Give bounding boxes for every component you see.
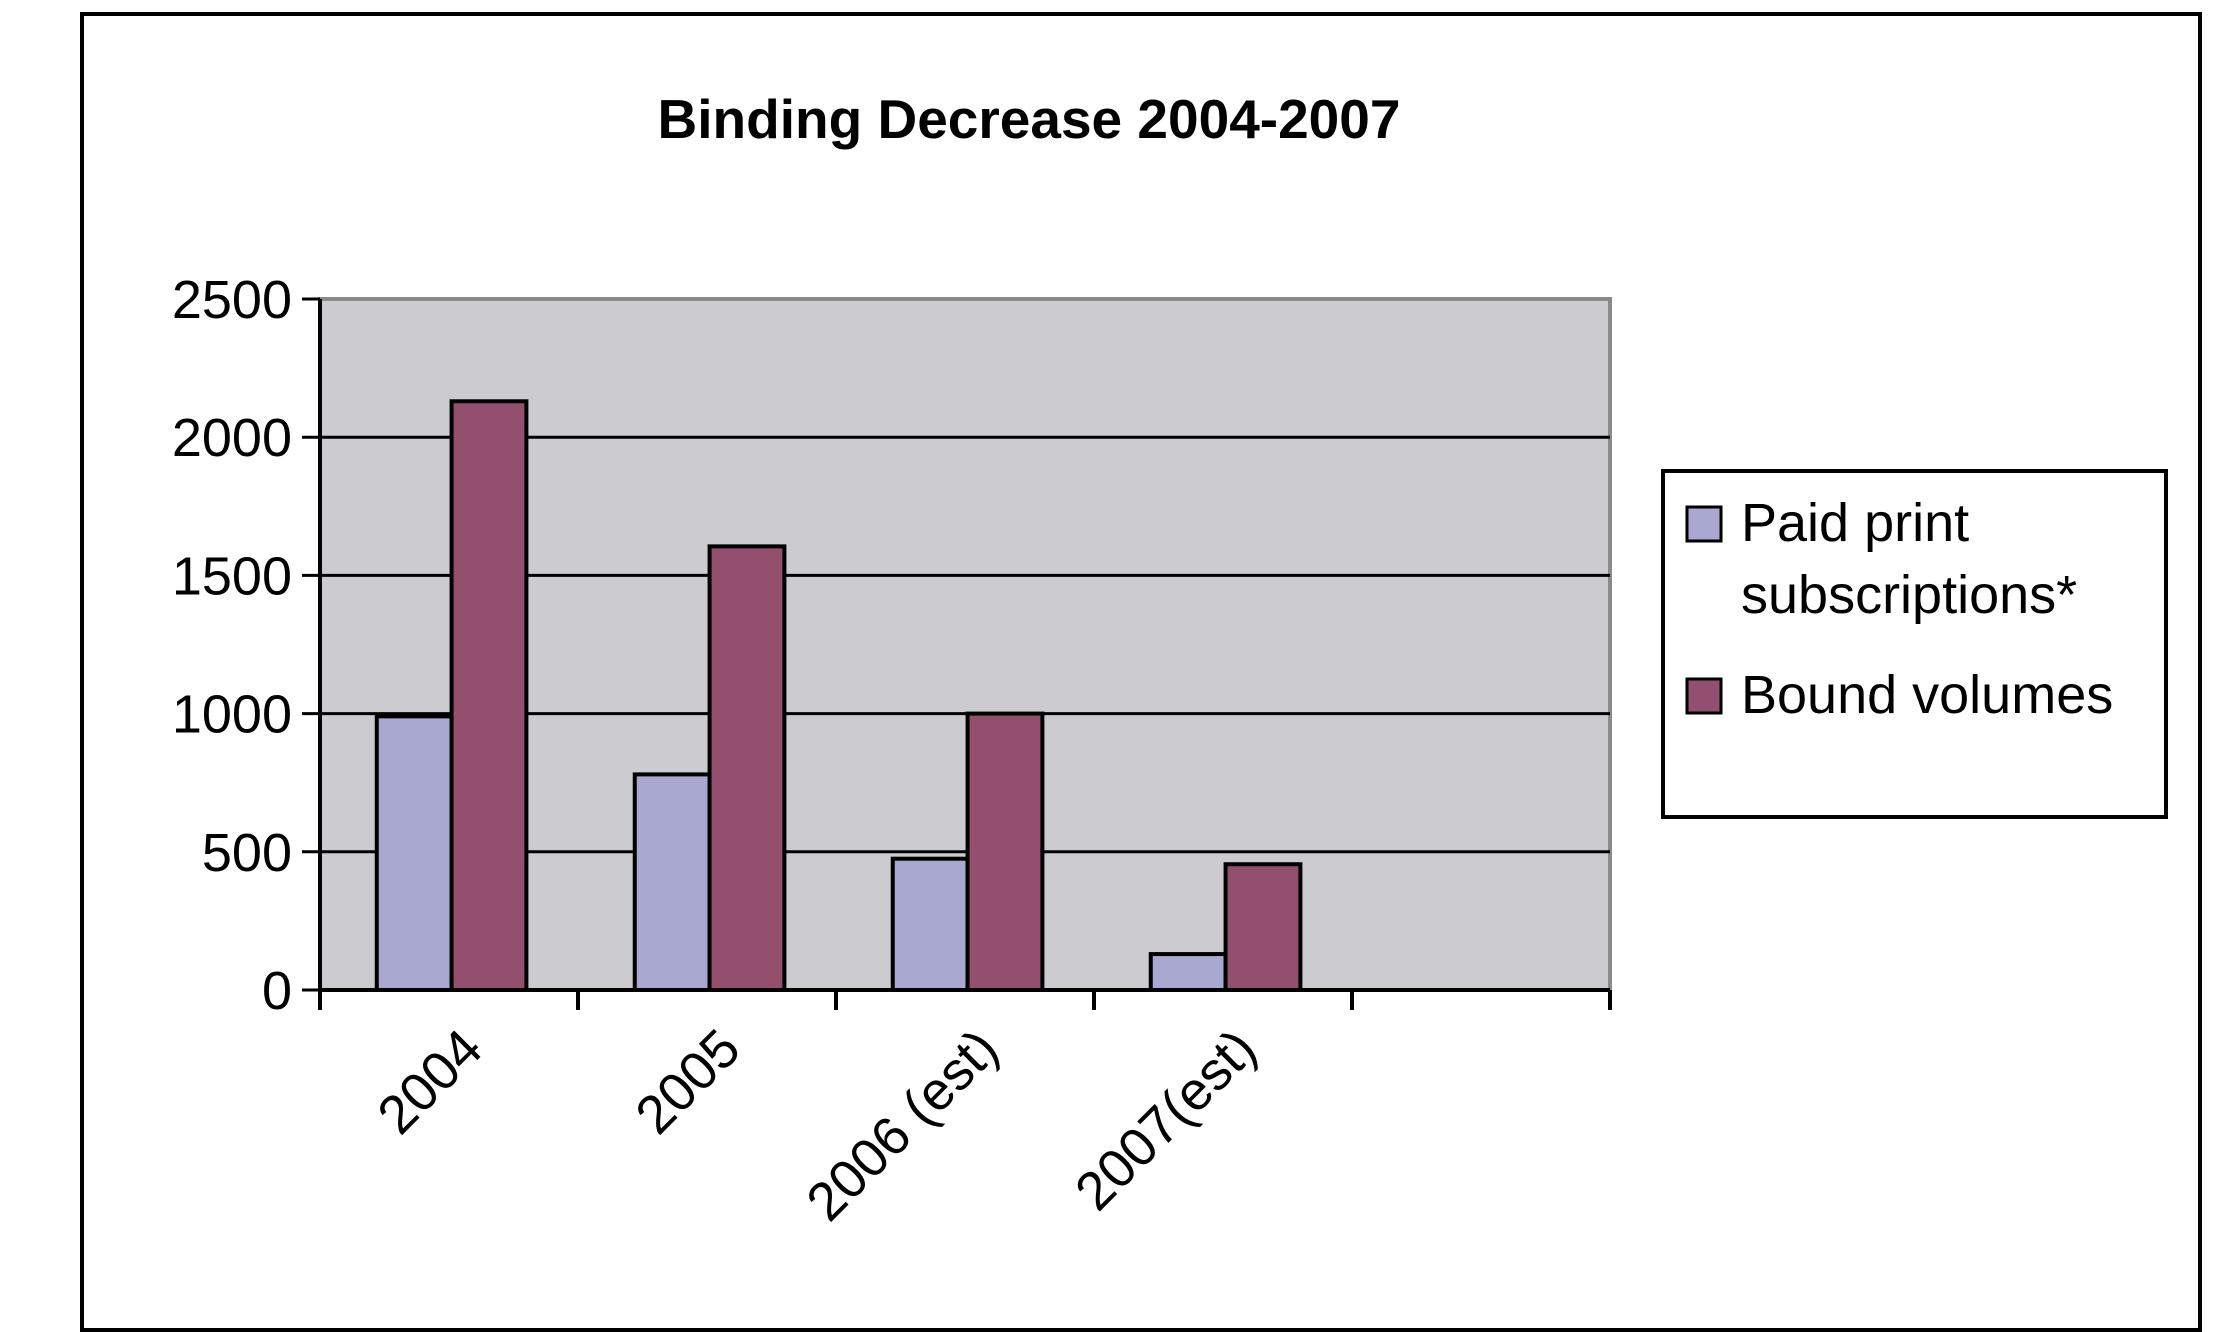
chart-title: Binding Decrease 2004-2007	[658, 88, 1401, 150]
x-tick-label: 2004	[366, 1018, 493, 1145]
legend-label: Paid print	[1741, 493, 1969, 553]
bar	[374, 714, 454, 992]
bar	[1148, 952, 1228, 992]
legend-swatch	[1685, 505, 1723, 543]
y-tick-label: 1000	[172, 685, 292, 745]
y-tick-label: 2500	[172, 270, 292, 330]
y-tick-label: 2000	[172, 408, 292, 468]
legend-swatch	[1685, 677, 1723, 715]
y-tick-label: 1500	[172, 546, 292, 606]
bar	[1223, 862, 1303, 992]
bar	[707, 544, 787, 992]
legend-box	[1661, 469, 2168, 819]
bar	[965, 711, 1045, 992]
x-tick-label: 2006 (est)	[795, 1018, 1009, 1232]
y-tick-label: 0	[262, 961, 292, 1021]
bar	[890, 856, 970, 993]
legend-label: Bound volumes	[1741, 665, 2113, 725]
bar	[449, 399, 529, 992]
legend-label: subscriptions*	[1741, 565, 2077, 625]
bar	[632, 772, 712, 993]
plot-area: 0 500 1000 1500 2000 2500 2004 2005 2006 (est) 20…	[172, 270, 1612, 1232]
chart-frame: Binding Decrease 2004-2007 0 500 1000 1500 2…	[80, 12, 2202, 1332]
chart-svg: Binding Decrease 2004-2007 0 500 1000 1500 2…	[172, 88, 2168, 1232]
legend: Paid print subscriptions* Bound volumes	[1661, 469, 2168, 819]
y-tick-label: 500	[202, 823, 292, 883]
x-tick-label: 2007(est)	[1064, 1018, 1268, 1222]
x-tick-label: 2005	[624, 1018, 751, 1145]
